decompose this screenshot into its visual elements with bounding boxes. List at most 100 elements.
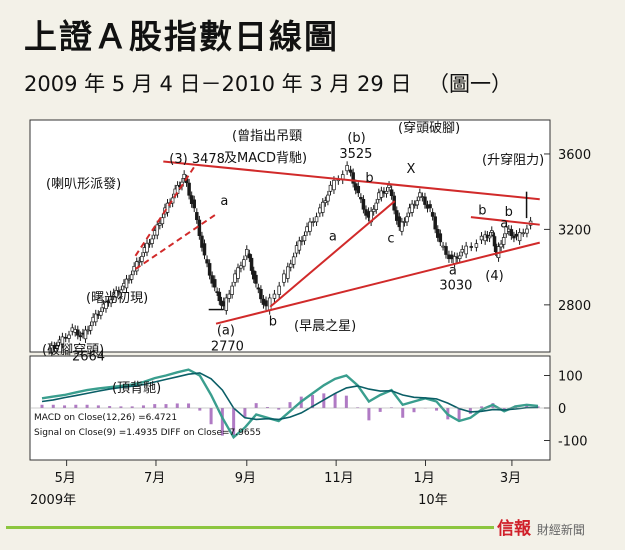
- candle-body: [294, 245, 299, 254]
- candle-body: [182, 173, 186, 179]
- candle-body: [423, 196, 427, 205]
- candle-body: [430, 212, 435, 217]
- x-year-label: 2009年: [30, 493, 76, 508]
- candle-body: [67, 334, 71, 339]
- brand-logo: 信報 財經新聞: [497, 514, 585, 539]
- x-tick-label: 5月: [55, 471, 76, 486]
- candle-body: [400, 221, 404, 232]
- short-resistance-line: [470, 216, 540, 226]
- candle-body: [192, 199, 196, 209]
- support-trendline: [215, 241, 540, 325]
- candle-body: [124, 278, 129, 289]
- annotation-label: (曙光初現): [86, 291, 148, 306]
- candle-body: [356, 185, 361, 194]
- x-tick-label: 11月: [324, 471, 354, 486]
- figure-number: （圖一）: [428, 72, 512, 96]
- candle-body: [76, 329, 80, 336]
- candle-body: [405, 216, 409, 223]
- price-y-tick-label: 3600: [558, 148, 591, 163]
- candle-body: [165, 202, 170, 213]
- candle-body: [158, 223, 162, 226]
- wave-label: c: [387, 232, 394, 247]
- candle-body: [195, 212, 199, 221]
- candle-body: [267, 297, 272, 311]
- candle-body: [227, 293, 231, 299]
- candle-body: [291, 256, 296, 265]
- wave-label: a: [329, 230, 337, 245]
- wave-label: a: [449, 264, 457, 279]
- candle-body: [433, 216, 437, 230]
- annotation-label: 及MACD背馳): [224, 151, 307, 166]
- key-point-label: 3525: [339, 147, 372, 162]
- candle-body: [233, 273, 237, 283]
- candle-body: [387, 184, 391, 188]
- x-tick-label: 3月: [500, 471, 521, 486]
- candle-body: [359, 196, 363, 200]
- candle-body: [205, 259, 209, 264]
- candle-body: [93, 313, 98, 323]
- candle-body: [447, 254, 451, 260]
- macd-annotation: (頂背馳): [112, 381, 161, 396]
- candle-body: [479, 235, 484, 241]
- candle-body: [254, 274, 258, 284]
- key-point-label: (a): [217, 324, 235, 339]
- wave-label: a: [500, 217, 508, 232]
- macd-legend-line: MACD on Close(12,26) =6.4721: [34, 413, 177, 423]
- annotation-label: (破腳穿頭): [42, 342, 104, 358]
- candle-body: [361, 198, 366, 210]
- candle-body: [501, 237, 506, 245]
- key-point-label: 2664: [72, 349, 105, 364]
- price-y-tick-label: 2800: [558, 299, 591, 314]
- candle-body: [379, 190, 384, 198]
- brand-subtitle: 財經新聞: [536, 523, 585, 537]
- key-point-label: (4): [485, 269, 503, 284]
- broadening-upper-line: [134, 166, 195, 257]
- macd-y-tick-label: -100: [558, 435, 588, 450]
- candle-body: [88, 325, 93, 331]
- wave-label: b: [269, 315, 277, 330]
- candle-body: [444, 246, 448, 255]
- candle-body: [217, 291, 222, 302]
- candle-body: [374, 202, 378, 210]
- annotation-label: (曾指出吊頸: [232, 129, 302, 144]
- signal-line: [41, 372, 539, 421]
- candle-body: [517, 232, 522, 242]
- candle-body: [328, 184, 333, 192]
- candle-body: [212, 279, 217, 288]
- candle-body: [332, 179, 336, 191]
- candle-body: [394, 210, 399, 221]
- footer-divider: [6, 526, 494, 529]
- annotation-label: (喇叭形派發): [46, 177, 121, 192]
- candle-body: [78, 335, 83, 338]
- candle-body: [428, 204, 432, 209]
- candle-body: [514, 233, 519, 237]
- candle-body: [314, 216, 319, 223]
- candle-body: [119, 289, 124, 293]
- x-tick-label: 9月: [235, 471, 256, 486]
- candle-body: [389, 189, 394, 196]
- candle-body: [104, 300, 108, 309]
- candle-body: [371, 208, 376, 212]
- macd-line: [41, 368, 539, 440]
- candle-body: [525, 228, 529, 234]
- candle-body: [60, 336, 65, 345]
- candle-body: [318, 207, 322, 214]
- wave-label: b: [478, 203, 486, 218]
- candle-body: [321, 201, 325, 213]
- annotation-label: (升穿阻力): [482, 152, 544, 168]
- candle-body: [509, 229, 514, 236]
- candle-body: [249, 257, 254, 271]
- candle-body: [323, 200, 328, 203]
- candle-body: [308, 221, 312, 232]
- candle-body: [70, 327, 75, 332]
- candle-body: [63, 336, 68, 339]
- wave-label: b: [505, 205, 513, 220]
- candle-body: [224, 297, 229, 311]
- macd-legend-line: Signal on Close(9) =1.4935 DIFF on Close…: [34, 428, 261, 438]
- candle-body: [282, 273, 286, 283]
- candle-body: [230, 285, 234, 295]
- wave-label: a: [220, 194, 228, 209]
- candle-body: [114, 290, 118, 298]
